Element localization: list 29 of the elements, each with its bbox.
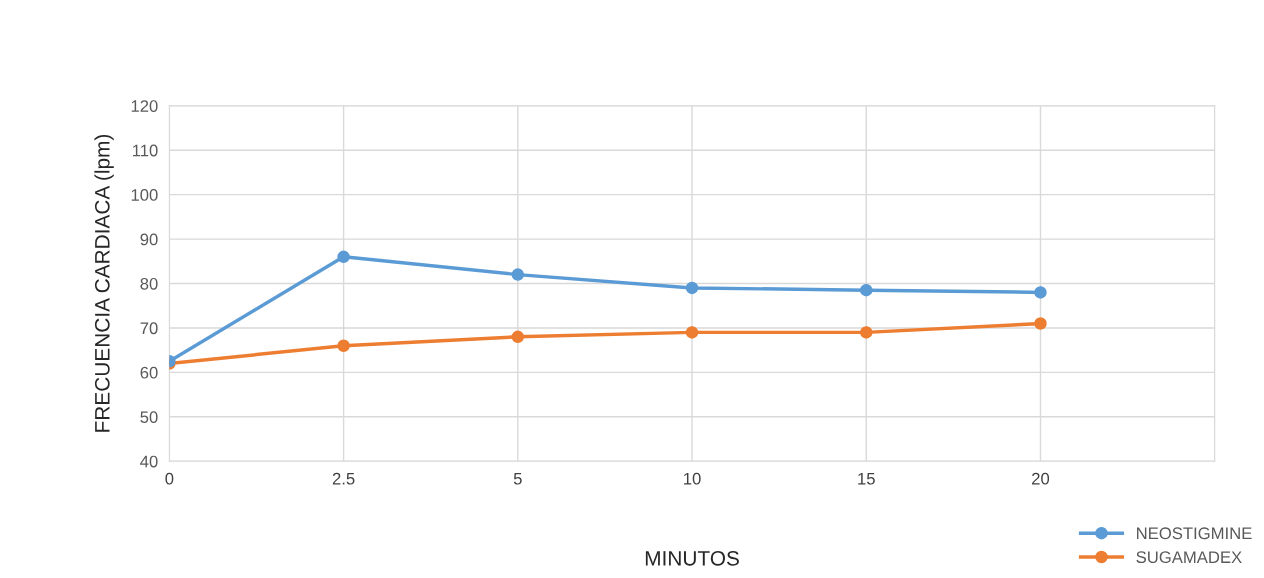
- y-axis-title: FRECUENCIA CARDIACA (lpm): [94, 134, 114, 432]
- y-tick-label: 80: [140, 277, 158, 290]
- point: [860, 283, 873, 297]
- y-tick-label: 120: [131, 100, 158, 112]
- y-tick-label: 40: [140, 455, 158, 468]
- x-tick-label: 15: [858, 472, 875, 485]
- legend-label: NEOSTIGMINE: [1137, 527, 1252, 540]
- point: [511, 268, 525, 281]
- point: [860, 326, 873, 339]
- point: [685, 281, 699, 295]
- x-tick-label: 0: [165, 472, 174, 485]
- point: [337, 250, 350, 264]
- y-tick-label: 90: [140, 233, 158, 246]
- point: [685, 326, 699, 339]
- x-tick-label: 2.5: [332, 472, 355, 485]
- y-tick-label: 60: [140, 366, 158, 379]
- y-tick-label: 50: [140, 411, 158, 424]
- point: [337, 339, 350, 352]
- legend-label: SUGAMADEX: [1136, 551, 1242, 564]
- x-axis-title: MINUTOS: [645, 550, 739, 566]
- point: [511, 330, 525, 344]
- x-tick-label: 10: [684, 472, 701, 485]
- y-tick-label: 110: [132, 144, 158, 157]
- point: [1034, 286, 1047, 299]
- y-tick-label: 70: [140, 322, 158, 335]
- x-tick-label: 5: [513, 472, 522, 485]
- x-tick-label: 20: [1032, 472, 1050, 485]
- point: [1034, 317, 1047, 330]
- y-tick-label: 100: [131, 189, 158, 201]
